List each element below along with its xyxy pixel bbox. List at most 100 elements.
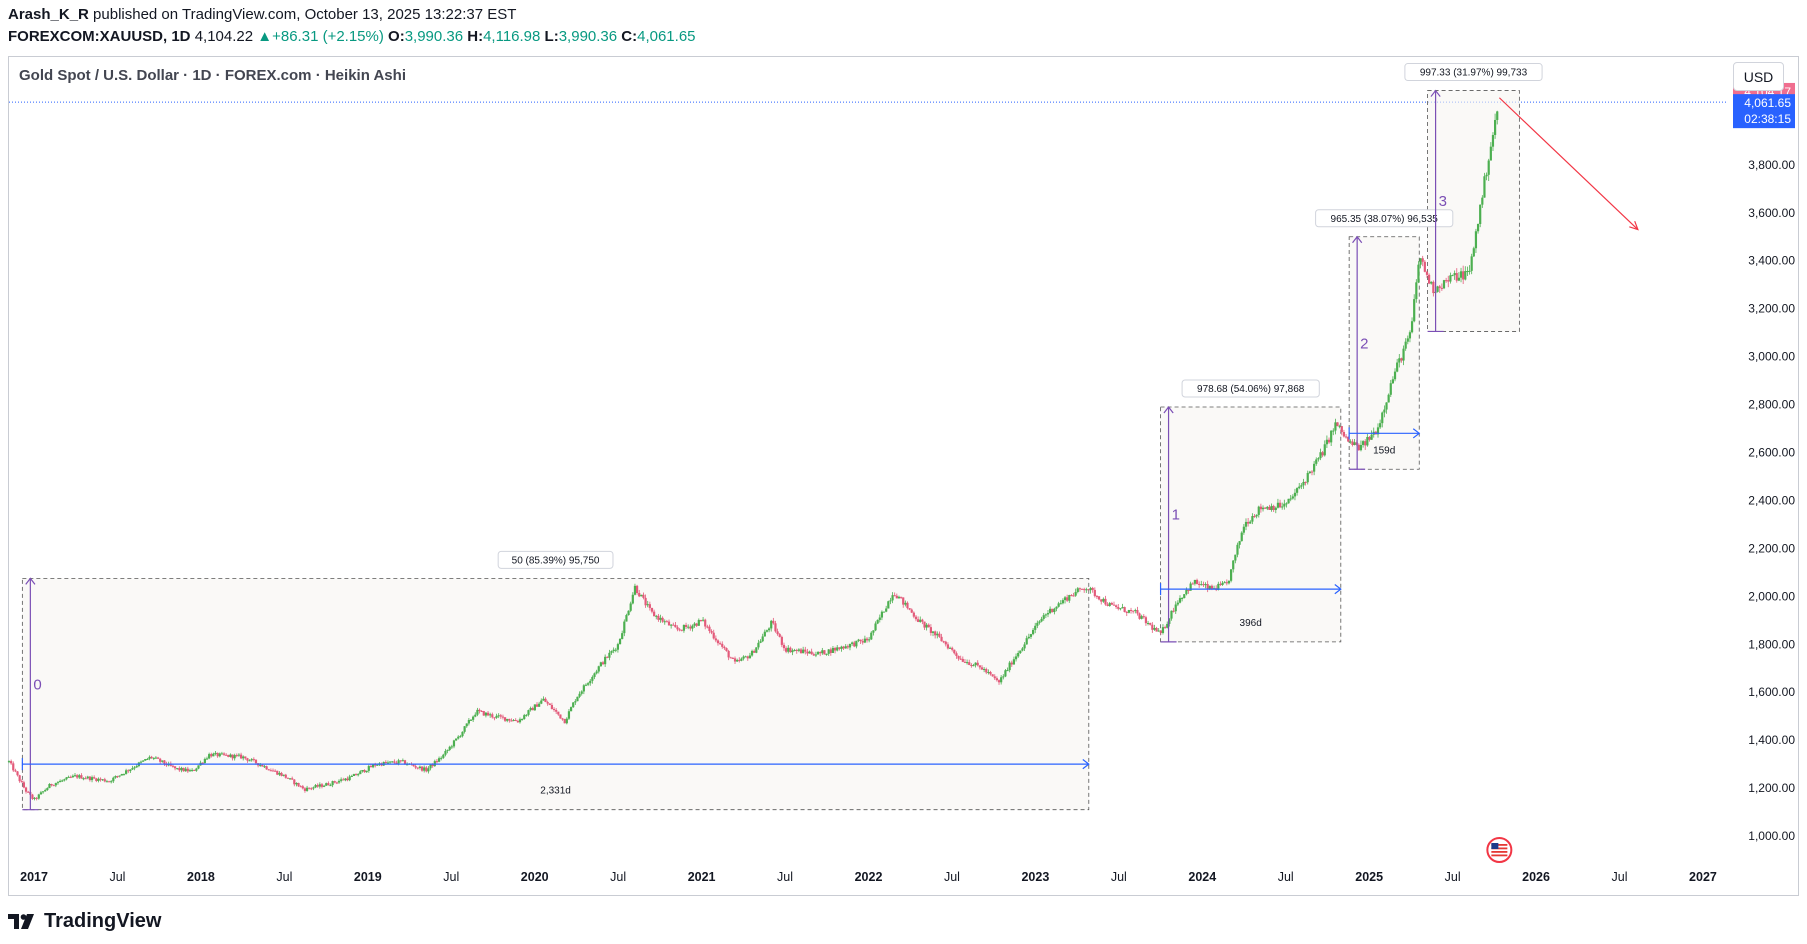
candle-body	[872, 630, 875, 633]
x-tick-label: Jul	[944, 870, 960, 884]
candle-body	[887, 601, 890, 609]
candle-body	[1115, 605, 1118, 608]
x-tick-label: Jul	[1278, 870, 1294, 884]
candle-body	[1357, 444, 1360, 451]
candle-body	[1044, 614, 1047, 616]
author-name[interactable]: Arash_K_R	[8, 6, 89, 23]
candle-body	[39, 792, 43, 795]
countdown-badge-text: 02:38:15	[1744, 112, 1791, 126]
candle-body	[761, 636, 764, 642]
candle-body	[90, 777, 94, 781]
candle-body	[595, 671, 598, 674]
candle-body	[1244, 521, 1248, 527]
candle-body	[1057, 603, 1060, 607]
candle-body	[455, 738, 458, 741]
candle-body	[1085, 589, 1088, 591]
candle-body	[1253, 516, 1256, 518]
candle-body	[1023, 644, 1026, 649]
candle-body	[450, 746, 453, 748]
candle-body	[237, 754, 241, 756]
brand-name: TradingView	[44, 910, 162, 932]
candle-body	[399, 760, 402, 762]
candle-body	[229, 754, 232, 757]
x-tick-label: Jul	[109, 870, 125, 884]
candle-body	[361, 769, 364, 772]
candle-body	[857, 639, 860, 641]
candle-body	[714, 638, 717, 641]
candle-body	[672, 624, 675, 626]
candle-body	[942, 641, 945, 643]
candle-body	[1468, 270, 1471, 272]
candle-body	[193, 769, 196, 771]
candle-body	[120, 774, 123, 776]
y-tick-label: 1,600.00	[1748, 685, 1795, 699]
candle-body	[107, 781, 111, 783]
candle-body	[921, 619, 924, 622]
candle-body	[851, 642, 854, 644]
measure-label-box-0	[497, 550, 614, 569]
candle-body	[661, 617, 664, 622]
currency-button[interactable]: USD	[1733, 62, 1784, 91]
measure-arrowhead-3	[1430, 89, 1441, 97]
candle-body	[633, 585, 637, 595]
candle-body	[472, 716, 475, 720]
candle-body	[657, 615, 660, 620]
candle-body	[1198, 583, 1201, 585]
candle-body	[819, 652, 822, 654]
candle-body	[1072, 595, 1075, 597]
candle-body	[1019, 650, 1022, 653]
candle-body	[78, 775, 81, 778]
candle-body	[646, 604, 649, 606]
candle-body	[212, 753, 215, 757]
candle-body	[1208, 585, 1211, 590]
wave-label-0: 0	[33, 676, 41, 693]
candle-body	[665, 621, 668, 623]
candle-body	[501, 716, 505, 718]
candle-body	[220, 753, 224, 755]
candle-body	[601, 662, 605, 665]
tradingview-logo[interactable]: TradingView	[8, 910, 161, 933]
candle-body	[118, 775, 121, 777]
candle-body	[80, 775, 83, 779]
candle-body	[1036, 622, 1039, 626]
candle-body	[1283, 503, 1286, 507]
candle-body	[938, 633, 941, 637]
candle-body	[708, 626, 711, 632]
candle-body	[993, 676, 996, 679]
candle-body	[719, 643, 722, 645]
candle-body	[934, 631, 937, 636]
ohlc-line: FOREXCOM:XAUUSD, 1D 4,104.22 ▲+86.31 (+2…	[8, 28, 696, 45]
candle-body	[610, 651, 613, 653]
candle-body	[412, 764, 415, 767]
range-box-0	[21, 577, 1090, 811]
candle-body	[693, 623, 696, 626]
high-value: 4,116.98	[483, 28, 541, 45]
candle-body	[684, 624, 688, 628]
candle-body	[974, 662, 977, 666]
candle-body	[261, 764, 264, 767]
candle-body	[1112, 604, 1116, 606]
us-flag-canton	[1491, 843, 1499, 849]
candle-body	[1449, 275, 1452, 282]
candle-body	[712, 632, 715, 639]
candle-body	[1225, 582, 1228, 584]
candle-body	[429, 764, 432, 769]
candle-body	[1134, 610, 1137, 612]
candle-body	[425, 767, 428, 772]
candle-body	[110, 781, 113, 783]
candle-body	[810, 651, 813, 655]
candle-body	[259, 764, 262, 766]
candle-body	[861, 641, 864, 643]
candle-body	[323, 785, 326, 787]
candle-body	[442, 754, 445, 758]
candle-body	[548, 703, 551, 705]
candle-body	[301, 786, 304, 789]
candle-body	[297, 782, 300, 787]
candle-body	[946, 644, 950, 649]
candle-body	[518, 719, 522, 723]
candle-body	[444, 750, 447, 755]
candle-body	[335, 782, 338, 784]
candle-body	[1438, 286, 1441, 288]
x-tick-label: 2021	[688, 870, 716, 884]
